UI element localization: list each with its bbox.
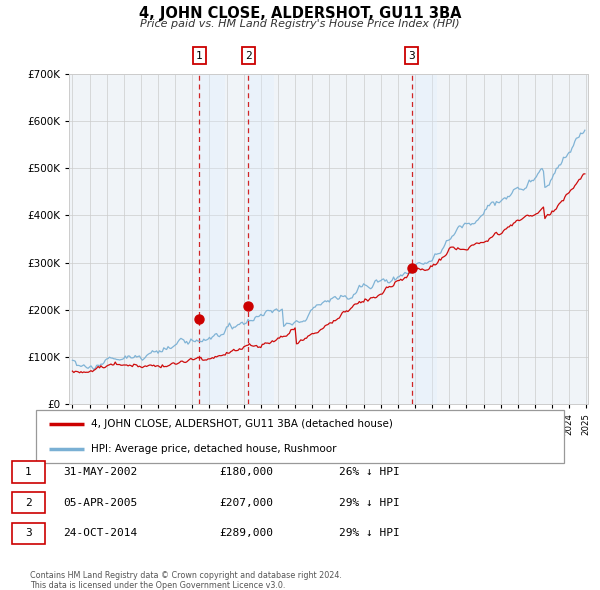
Bar bbox=[199, 74, 225, 404]
Text: 3: 3 bbox=[409, 51, 415, 61]
Text: 1: 1 bbox=[196, 51, 203, 61]
Bar bbox=[248, 74, 274, 404]
Text: This data is licensed under the Open Government Licence v3.0.: This data is licensed under the Open Gov… bbox=[30, 581, 286, 589]
Text: 31-MAY-2002: 31-MAY-2002 bbox=[63, 467, 137, 477]
Text: 2: 2 bbox=[25, 498, 32, 507]
Text: Contains HM Land Registry data © Crown copyright and database right 2024.: Contains HM Land Registry data © Crown c… bbox=[30, 571, 342, 580]
Text: 24-OCT-2014: 24-OCT-2014 bbox=[63, 529, 137, 538]
Text: £207,000: £207,000 bbox=[219, 498, 273, 507]
FancyBboxPatch shape bbox=[36, 410, 564, 463]
Text: £180,000: £180,000 bbox=[219, 467, 273, 477]
Text: 29% ↓ HPI: 29% ↓ HPI bbox=[339, 529, 400, 538]
Text: 2: 2 bbox=[245, 51, 251, 61]
Text: 1: 1 bbox=[25, 467, 32, 477]
Text: 26% ↓ HPI: 26% ↓ HPI bbox=[339, 467, 400, 477]
Text: 29% ↓ HPI: 29% ↓ HPI bbox=[339, 498, 400, 507]
Text: Price paid vs. HM Land Registry's House Price Index (HPI): Price paid vs. HM Land Registry's House … bbox=[140, 19, 460, 29]
Text: 3: 3 bbox=[25, 529, 32, 538]
Text: 4, JOHN CLOSE, ALDERSHOT, GU11 3BA (detached house): 4, JOHN CLOSE, ALDERSHOT, GU11 3BA (deta… bbox=[91, 419, 394, 430]
Text: HPI: Average price, detached house, Rushmoor: HPI: Average price, detached house, Rush… bbox=[91, 444, 337, 454]
Text: 05-APR-2005: 05-APR-2005 bbox=[63, 498, 137, 507]
Text: £289,000: £289,000 bbox=[219, 529, 273, 538]
Text: 4, JOHN CLOSE, ALDERSHOT, GU11 3BA: 4, JOHN CLOSE, ALDERSHOT, GU11 3BA bbox=[139, 6, 461, 21]
Bar bbox=[412, 74, 437, 404]
